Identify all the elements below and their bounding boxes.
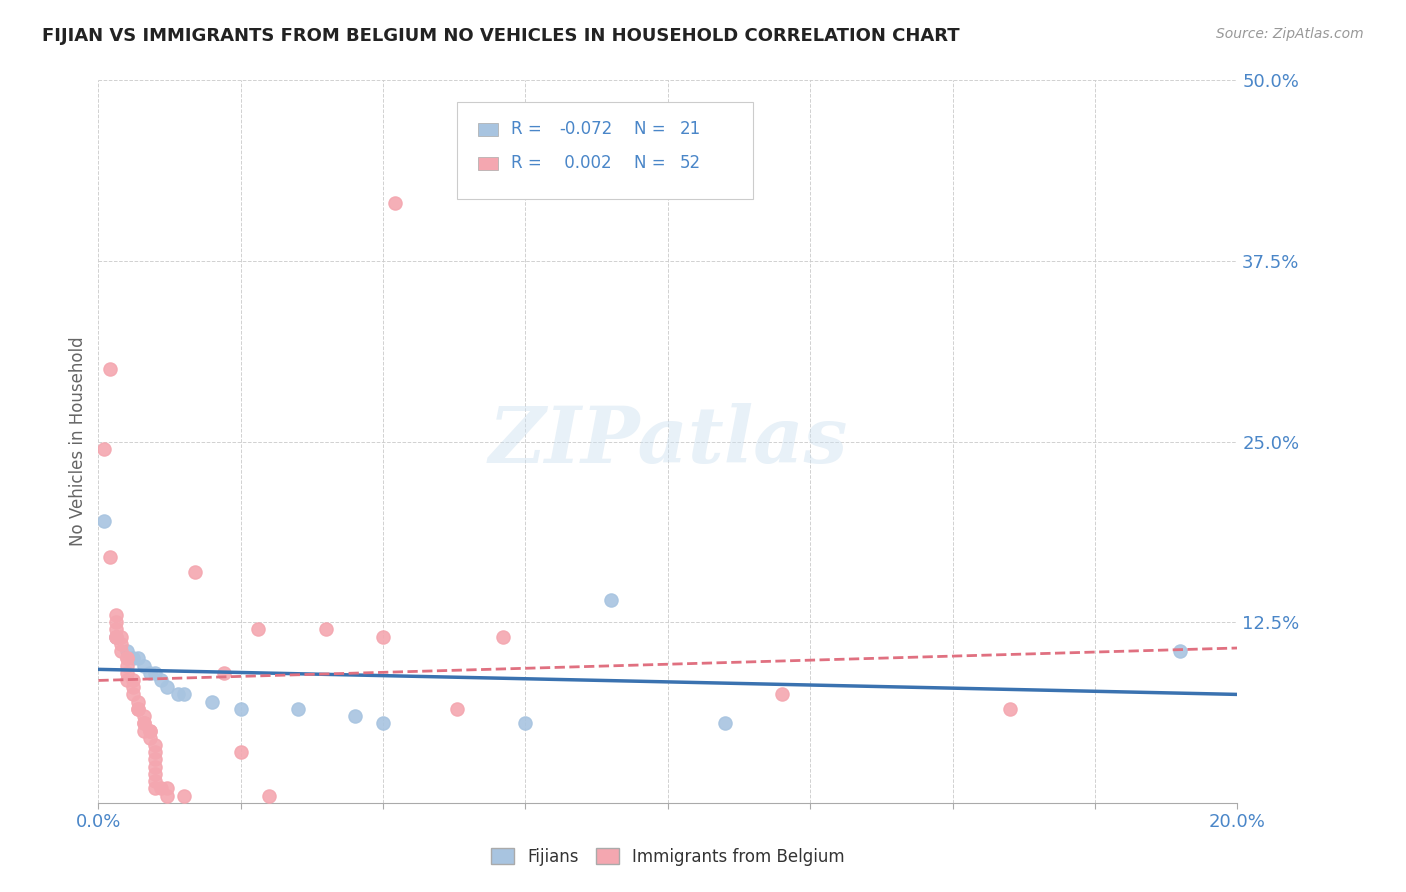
Point: [145, 781, 167, 796]
Text: 52: 52: [681, 154, 702, 172]
Point: [156, 781, 179, 796]
Point: [132, 658, 155, 673]
Point: [127, 695, 149, 709]
Point: [1170, 644, 1192, 658]
Text: Source: ZipAtlas.com: Source: ZipAtlas.com: [1216, 27, 1364, 41]
Point: [127, 702, 149, 716]
Point: [121, 651, 143, 665]
Point: [714, 716, 737, 731]
Point: [145, 738, 167, 752]
Point: [145, 767, 167, 781]
Text: N =: N =: [634, 120, 671, 138]
Y-axis label: No Vehicles in Household: No Vehicles in Household: [69, 336, 87, 547]
Point: [93, 514, 115, 528]
Point: [229, 702, 252, 716]
Legend: Fijians, Immigrants from Belgium: Fijians, Immigrants from Belgium: [482, 839, 853, 874]
Point: [145, 745, 167, 759]
Point: [98, 550, 121, 565]
Point: [138, 723, 160, 738]
Point: [150, 673, 173, 687]
Point: [132, 716, 155, 731]
Point: [287, 702, 309, 716]
Text: R =: R =: [512, 120, 547, 138]
Point: [132, 709, 155, 723]
Point: [121, 687, 143, 701]
Point: [515, 716, 537, 731]
Point: [998, 702, 1021, 716]
Point: [104, 615, 127, 630]
Point: [384, 196, 406, 211]
Point: [115, 644, 138, 658]
Point: [115, 651, 138, 665]
Point: [173, 789, 195, 803]
Point: [145, 752, 167, 766]
Point: [104, 630, 127, 644]
Point: [98, 362, 121, 376]
Point: [127, 702, 149, 716]
Point: [446, 702, 468, 716]
Point: [315, 623, 337, 637]
Point: [184, 565, 207, 579]
Point: [201, 695, 224, 709]
Point: [104, 623, 127, 637]
Point: [156, 789, 179, 803]
Text: 0.002: 0.002: [560, 154, 612, 172]
Point: [93, 442, 115, 456]
Point: [138, 723, 160, 738]
Point: [173, 687, 195, 701]
Point: [343, 709, 366, 723]
FancyBboxPatch shape: [457, 102, 754, 200]
Point: [259, 789, 281, 803]
Text: N =: N =: [634, 154, 671, 172]
Text: -0.072: -0.072: [560, 120, 613, 138]
Text: ZIPatlas: ZIPatlas: [488, 403, 848, 480]
Point: [104, 630, 127, 644]
Point: [104, 607, 127, 622]
Point: [770, 687, 793, 701]
Point: [115, 673, 138, 687]
Point: [246, 623, 269, 637]
Point: [110, 637, 132, 651]
Point: [115, 651, 138, 665]
Point: [132, 723, 155, 738]
Point: [127, 651, 149, 665]
Point: [167, 687, 190, 701]
Point: [150, 781, 173, 796]
FancyBboxPatch shape: [478, 123, 498, 136]
Point: [212, 665, 235, 680]
Point: [132, 716, 155, 731]
Point: [121, 673, 143, 687]
Point: [600, 593, 623, 607]
Text: R =: R =: [512, 154, 547, 172]
Point: [138, 731, 160, 745]
Point: [145, 774, 167, 789]
Point: [110, 630, 132, 644]
Point: [156, 680, 179, 694]
Point: [110, 644, 132, 658]
Point: [229, 745, 252, 759]
Text: FIJIAN VS IMMIGRANTS FROM BELGIUM NO VEHICLES IN HOUSEHOLD CORRELATION CHART: FIJIAN VS IMMIGRANTS FROM BELGIUM NO VEH…: [42, 27, 960, 45]
Point: [115, 665, 138, 680]
Point: [373, 716, 395, 731]
Point: [121, 680, 143, 694]
FancyBboxPatch shape: [478, 157, 498, 169]
Point: [492, 630, 515, 644]
Point: [104, 630, 127, 644]
Point: [145, 760, 167, 774]
Point: [373, 630, 395, 644]
Point: [115, 658, 138, 673]
Point: [145, 665, 167, 680]
Point: [138, 665, 160, 680]
Text: 21: 21: [681, 120, 702, 138]
